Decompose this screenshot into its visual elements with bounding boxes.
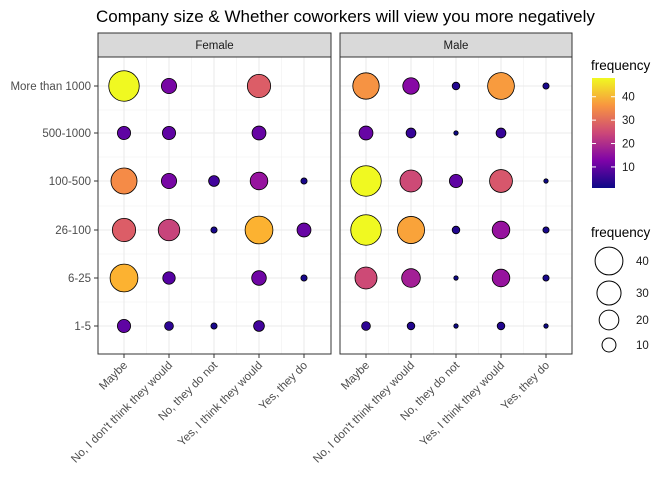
bubble-male-1-5-no-i-don-t-think-they-would (406, 321, 416, 331)
y-axis: 1-5 6-25 26-100 100-500 500-1000 More than 10… (10, 81, 98, 333)
x-tick-label: Yes, they do (499, 360, 552, 413)
y-tick-label: 100-500 (49, 176, 91, 188)
bubble-male-1-5-yes-they-do (543, 323, 549, 329)
bubble-male-more-than-1000-maybe (352, 72, 380, 100)
x-tick-label: Maybe (339, 360, 372, 393)
bubble-male-6-25-no-i-don-t-think-they-would (401, 268, 421, 288)
bubble-female-500-1000-yes-i-think-they-would (251, 125, 267, 141)
bubble-female-6-25-maybe (109, 263, 139, 293)
bubble-male-26-100-yes-they-do (542, 226, 550, 234)
bubble-female-more-than-1000-no-i-don-t-think-they-would (160, 77, 178, 95)
bubble-female-more-than-1000-maybe (108, 70, 140, 102)
bubble-female-100-500-maybe (110, 167, 138, 195)
size-legend-label: 20 (636, 315, 649, 327)
bubble-male-500-1000-maybe (358, 125, 374, 141)
size-legend-key (596, 280, 622, 306)
bubble-female-6-25-no-i-don-t-think-they-would (162, 271, 176, 285)
color-legend-label: 20 (622, 139, 635, 151)
size-legend-key (601, 337, 617, 353)
bubble-male-100-500-yes-they-do (543, 178, 549, 184)
bubble-male-more-than-1000-no-i-don-t-think-they-would (402, 77, 420, 95)
bubble-female-more-than-1000-yes-i-think-they-would (246, 73, 272, 99)
bubble-female-100-500-no-i-don-t-think-they-would (160, 172, 178, 190)
facet-panels: Female Male (97, 32, 573, 355)
bubble-male-26-100-maybe (350, 214, 382, 246)
bubble-female-6-25-yes-they-do (300, 274, 308, 282)
x-tick-label: Maybe (97, 360, 130, 393)
color-legend-label: 30 (622, 115, 635, 127)
bubble-male-500-1000-yes-i-think-they-would (495, 127, 507, 139)
bubble-male-more-than-1000-no-they-do-not (451, 81, 461, 91)
size-legend-label: 10 (636, 340, 649, 352)
bubble-male-500-1000-no-they-do-not (453, 130, 459, 136)
y-tick-label: 26-100 (55, 225, 91, 237)
bubble-female-500-1000-maybe (117, 126, 132, 141)
bubble-female-26-100-yes-they-do (296, 222, 312, 238)
size-legend-key (594, 246, 624, 276)
color-legend: frequency 10 20 30 40 (591, 58, 651, 188)
bubble-male-more-than-1000-yes-i-think-they-would (487, 72, 515, 100)
bubble-male-26-100-no-i-don-t-think-they-would (397, 216, 425, 244)
size-legend-key (598, 309, 620, 331)
bubble-female-100-500-yes-i-think-they-would (249, 171, 269, 191)
size-legend: frequency 40 30 20 10 (591, 225, 651, 353)
bubble-male-1-5-no-they-do-not (453, 323, 459, 329)
color-legend-bar (592, 78, 615, 188)
bubble-female-1-5-no-i-don-t-think-they-would (164, 321, 174, 331)
bubble-female-6-25-yes-i-think-they-would (251, 270, 267, 286)
bubble-female-100-500-yes-they-do (300, 177, 308, 185)
y-tick-label: 500-1000 (42, 128, 91, 140)
y-tick-label: More than 1000 (10, 81, 91, 93)
bubble-male-100-500-no-they-do-not (448, 173, 463, 188)
bubble-female-1-5-no-they-do-not (210, 322, 218, 330)
bubble-male-100-500-no-i-don-t-think-they-would (399, 169, 423, 193)
size-legend-label: 30 (636, 288, 649, 300)
facet-strip (97, 32, 332, 58)
bubble-female-26-100-no-i-don-t-think-they-would (157, 218, 181, 242)
bubble-male-6-25-yes-i-think-they-would (491, 268, 511, 288)
bubble-female-1-5-maybe (117, 318, 132, 333)
bubble-female-100-500-no-they-do-not (208, 175, 220, 187)
bubble-female-26-100-no-they-do-not (210, 226, 218, 234)
facet-panel-female: Female (97, 32, 332, 355)
x-tick-label: Yes, I think they would (418, 360, 507, 449)
color-legend-label: 10 (622, 162, 635, 174)
facet-strip-label: Female (195, 40, 233, 52)
facet-strip-label: Male (444, 40, 469, 52)
bubble-female-26-100-yes-i-think-they-would (244, 215, 274, 245)
bubble-male-more-than-1000-yes-they-do (542, 82, 550, 90)
bubble-male-1-5-maybe (361, 321, 371, 331)
bubble-female-26-100-maybe (111, 217, 137, 243)
color-legend-title: frequency (591, 58, 651, 73)
y-tick-label: 6-25 (68, 273, 91, 285)
bubble-male-100-500-yes-i-think-they-would (489, 169, 513, 193)
size-legend-label: 40 (636, 256, 649, 268)
facet-strip (339, 32, 573, 58)
bubble-male-6-25-maybe (354, 266, 378, 290)
facet-panel-male: Male (339, 32, 573, 355)
bubble-male-1-5-yes-i-think-they-would (496, 321, 506, 331)
color-legend-label: 40 (622, 92, 635, 104)
x-tick-label: Yes, I think they would (176, 360, 265, 449)
bubble-female-500-1000-no-i-don-t-think-they-would (161, 126, 176, 141)
x-tick-label: Yes, they do (257, 360, 310, 413)
bubble-male-500-1000-no-i-don-t-think-they-would (405, 127, 417, 139)
bubble-male-6-25-no-they-do-not (453, 275, 459, 281)
size-legend-title: frequency (591, 225, 651, 240)
chart-title: Company size & Whether coworkers will vi… (96, 7, 595, 26)
bubble-female-1-5-yes-i-think-they-would (253, 320, 265, 332)
bubble-male-26-100-yes-i-think-they-would (491, 220, 511, 240)
bubble-male-100-500-maybe (350, 165, 382, 197)
bubble-male-26-100-no-they-do-not (451, 225, 461, 235)
y-tick-label: 1-5 (74, 321, 91, 333)
bubble-male-6-25-yes-they-do (542, 274, 550, 282)
